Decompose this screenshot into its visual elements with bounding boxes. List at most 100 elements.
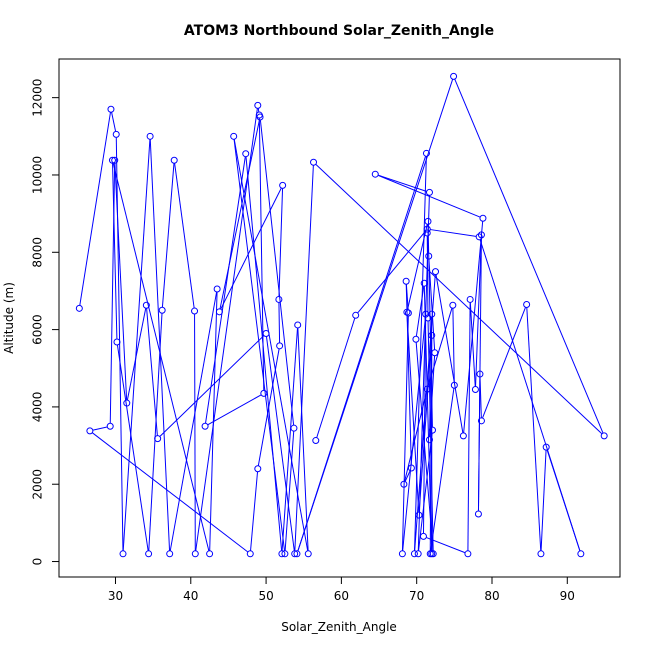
data-point	[466, 295, 474, 303]
data-point	[191, 307, 199, 315]
series-segment	[477, 377, 481, 511]
data-point	[230, 132, 238, 140]
y-tick-label: 0	[31, 558, 45, 566]
series-segment	[116, 345, 149, 551]
data-point	[256, 113, 264, 121]
data-point	[477, 417, 485, 425]
data-point	[142, 301, 150, 309]
x-tick-label: 50	[258, 589, 273, 603]
data-point	[402, 277, 410, 285]
data-point	[86, 427, 94, 435]
y-tick-label: 12000	[31, 79, 45, 117]
series-segment	[220, 188, 282, 310]
series-segment	[414, 156, 427, 551]
series-segment	[257, 108, 260, 112]
chart-title: ATOM3 Northbound Solar_Zenith_Angle	[184, 23, 494, 39]
data-point	[419, 532, 427, 540]
series-segment	[469, 302, 476, 387]
series-segment	[435, 274, 464, 433]
data-point	[423, 225, 431, 233]
data-point	[201, 422, 209, 430]
data-point	[464, 550, 472, 558]
data-point	[291, 550, 299, 558]
series-segment	[146, 308, 158, 436]
series-segment	[122, 139, 151, 551]
series-segment	[205, 156, 246, 424]
y-tick-label: 6000	[31, 314, 45, 345]
series-segment	[404, 470, 411, 482]
data-point	[281, 550, 289, 558]
series-segment	[297, 328, 309, 551]
series-segment	[463, 221, 484, 433]
series-segment	[426, 236, 430, 253]
data-point	[398, 550, 406, 558]
data-point	[415, 511, 423, 519]
series-segment	[297, 156, 426, 551]
series-segment	[407, 224, 428, 310]
series-segment	[92, 432, 249, 553]
series-line-group	[79, 79, 604, 554]
series-segment	[278, 302, 281, 343]
data-point	[278, 550, 286, 558]
data-point	[425, 188, 433, 196]
series-segment	[245, 156, 283, 551]
series-segment	[479, 377, 482, 418]
series-segment	[482, 307, 526, 419]
series-segment	[92, 426, 108, 431]
data-point	[428, 426, 436, 434]
data-point	[424, 217, 432, 225]
series-segment	[454, 79, 604, 434]
data-point	[432, 268, 440, 276]
y-tick-label: 8000	[31, 237, 45, 268]
data-point	[476, 370, 484, 378]
data-point	[158, 306, 166, 314]
y-tick-label: 4000	[31, 392, 45, 423]
data-point	[108, 156, 116, 164]
data-point	[215, 308, 223, 316]
data-point	[170, 156, 178, 164]
series-segment	[159, 335, 265, 437]
data-point	[113, 338, 121, 346]
series-segment	[378, 174, 427, 192]
data-point	[459, 432, 467, 440]
data-point	[475, 233, 483, 241]
data-point	[279, 181, 287, 189]
series-segment	[526, 307, 542, 551]
data-point	[112, 130, 120, 138]
data-point	[106, 422, 114, 430]
data-point	[275, 295, 283, 303]
series-segment	[259, 120, 295, 426]
series-segment	[426, 236, 429, 315]
data-point	[404, 309, 412, 317]
x-tick-label: 80	[484, 589, 499, 603]
data-point	[119, 550, 127, 558]
data-point	[352, 311, 360, 319]
data-point	[412, 335, 420, 343]
series-segment	[357, 231, 426, 314]
series-segment	[126, 308, 147, 401]
data-point	[428, 331, 436, 339]
data-point	[423, 229, 431, 237]
series-segment	[109, 163, 116, 424]
series-segment	[452, 308, 455, 383]
data-point	[426, 550, 434, 558]
series-segment	[169, 292, 218, 551]
series-segment	[316, 318, 356, 438]
data-point	[429, 550, 437, 558]
series-segment	[233, 139, 286, 551]
data-point	[425, 252, 433, 260]
series-segment	[294, 165, 314, 551]
data-point	[449, 301, 457, 309]
x-tick-label: 60	[334, 589, 349, 603]
series-segment	[540, 450, 547, 551]
data-point	[276, 342, 284, 350]
series-segment	[430, 229, 477, 237]
data-point	[371, 170, 379, 178]
series-segment	[112, 163, 210, 551]
data-point	[400, 480, 408, 488]
series-segment	[475, 238, 482, 387]
x-tick-label: 30	[108, 589, 123, 603]
series-segment	[281, 328, 298, 551]
